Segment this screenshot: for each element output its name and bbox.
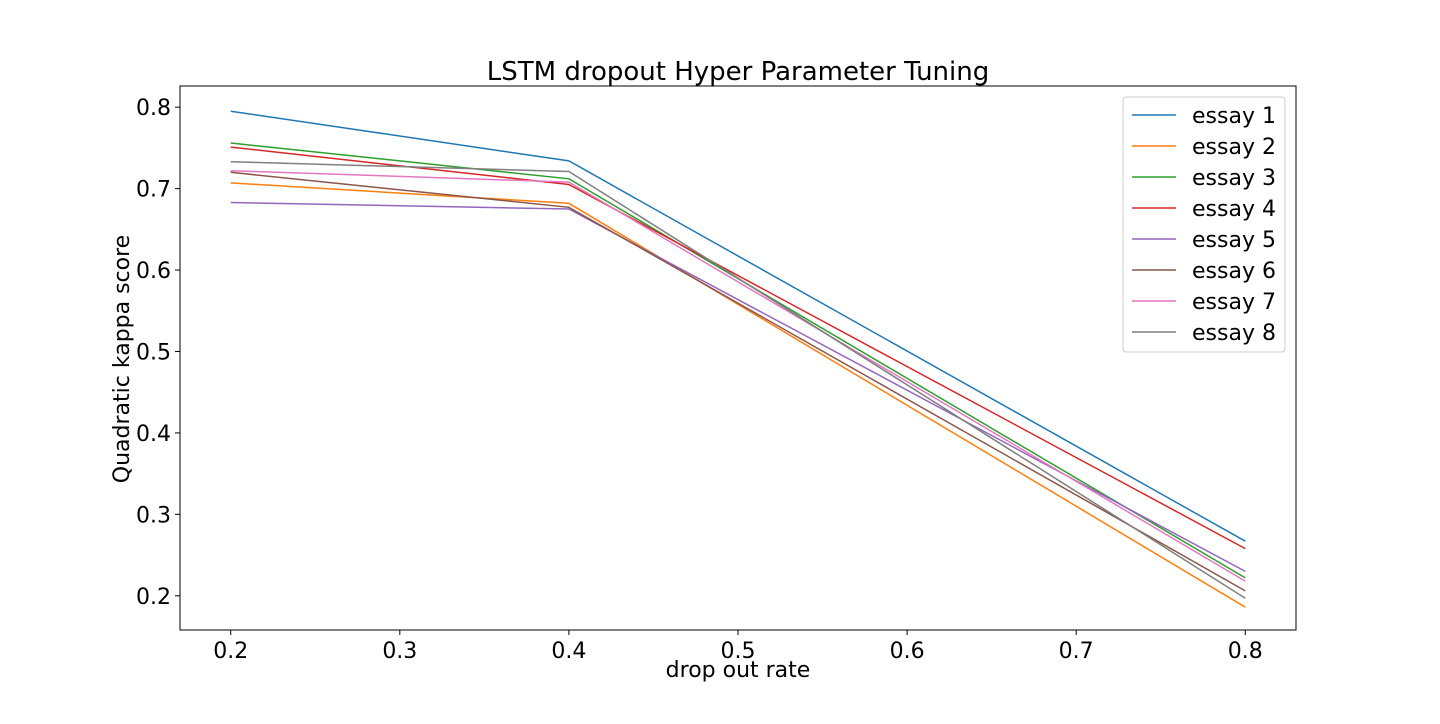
y-tick-label: 0.3 bbox=[136, 503, 171, 528]
series-line-essay-7 bbox=[230, 169, 1246, 582]
series-line-essay-6 bbox=[230, 171, 1246, 592]
x-tick-label: 0.3 bbox=[382, 639, 417, 664]
legend: essay 1 essay 2 essay 3 essay 4 essay 5 essay… bbox=[1122, 96, 1286, 353]
x-tick-label: 0.6 bbox=[890, 639, 925, 664]
x-tick-label: 0.8 bbox=[1228, 639, 1263, 664]
legend-label: essay 2 bbox=[1192, 135, 1276, 160]
series-line-essay-1 bbox=[230, 110, 1246, 542]
y-tick-label: 0.5 bbox=[136, 340, 171, 365]
x-tick-label: 0.4 bbox=[551, 639, 586, 664]
legend-label: essay 3 bbox=[1192, 166, 1276, 191]
legend-label: essay 1 bbox=[1192, 104, 1276, 129]
legend-box bbox=[1122, 96, 1286, 353]
series-line-essay-8 bbox=[230, 160, 1246, 599]
plot-area-border bbox=[179, 85, 1297, 631]
y-tick-label: 0.7 bbox=[136, 178, 171, 203]
legend-label: essay 4 bbox=[1192, 197, 1276, 222]
x-tick-label: 0.5 bbox=[721, 639, 756, 664]
x-axis-ticks: 0.2 0.3 0.4 0.5 0.6 0.7 0.8 bbox=[213, 630, 1263, 664]
series-line-essay-3 bbox=[230, 142, 1246, 579]
y-tick-label: 0.2 bbox=[136, 585, 171, 610]
y-tick-label: 0.8 bbox=[136, 96, 171, 121]
series-line-essay-2 bbox=[230, 182, 1246, 608]
y-axis-label: Quadratic kappa score bbox=[110, 235, 135, 483]
x-axis-label: drop out rate bbox=[666, 658, 811, 683]
y-tick-label: 0.6 bbox=[136, 259, 171, 284]
series-lines bbox=[230, 110, 1246, 608]
y-axis-ticks: 0.2 0.3 0.4 0.5 0.6 0.7 0.8 bbox=[136, 96, 180, 610]
chart-title: LSTM dropout Hyper Parameter Tuning bbox=[487, 57, 989, 87]
legend-label: essay 5 bbox=[1192, 228, 1276, 253]
x-tick-label: 0.2 bbox=[213, 639, 248, 664]
series-line-essay-5 bbox=[230, 201, 1246, 573]
legend-label: essay 8 bbox=[1192, 321, 1276, 346]
y-tick-label: 0.4 bbox=[136, 422, 171, 447]
series-line-essay-4 bbox=[230, 146, 1246, 550]
x-tick-label: 0.7 bbox=[1059, 639, 1094, 664]
legend-label: essay 6 bbox=[1192, 259, 1276, 284]
legend-label: essay 7 bbox=[1192, 290, 1276, 315]
